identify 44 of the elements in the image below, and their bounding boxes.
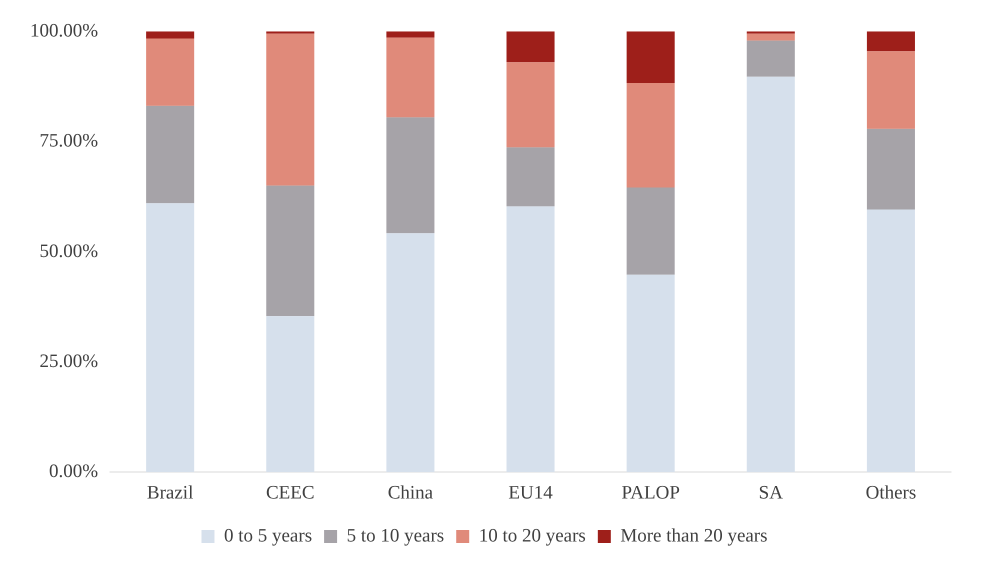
bar — [626, 274, 675, 472]
bar — [266, 316, 314, 472]
y-tick-label: 50.00% — [40, 240, 98, 262]
bar — [506, 62, 555, 148]
bar — [866, 128, 915, 210]
x-tick-label: Others — [866, 482, 916, 504]
bar — [146, 38, 194, 106]
y-tick-label: 75.00% — [40, 130, 98, 152]
bar — [626, 31, 675, 83]
bar — [146, 203, 194, 472]
x-tick-label: EU14 — [508, 482, 554, 504]
legend-label: 5 to 10 years — [346, 525, 444, 546]
bar — [866, 51, 915, 129]
bar — [266, 34, 314, 186]
bar — [866, 209, 915, 472]
legend-label: 0 to 5 years — [224, 525, 312, 546]
bar — [386, 31, 434, 38]
y-tick-label: 25.00% — [40, 350, 98, 372]
y-tick-label: 0.00% — [49, 461, 98, 482]
bar — [746, 40, 795, 77]
x-tick-label: SA — [758, 482, 784, 504]
legend-label: 10 to 20 years — [478, 525, 586, 546]
bar — [266, 186, 314, 316]
bar — [506, 206, 555, 472]
legend-label: More than 20 years — [620, 525, 768, 546]
bar — [626, 82, 675, 188]
x-tick-label: PALOP — [621, 482, 680, 504]
bar — [266, 31, 314, 34]
bar — [386, 233, 434, 472]
y-tick-label: 100.00% — [30, 20, 98, 42]
bar — [626, 187, 675, 275]
bar — [386, 38, 434, 118]
bar — [746, 31, 795, 34]
bar — [386, 117, 434, 234]
x-tick-label: Brazil — [146, 482, 194, 504]
bar — [506, 31, 555, 62]
bar — [746, 76, 795, 472]
bar — [146, 31, 194, 38]
bar — [146, 106, 194, 204]
bar — [506, 147, 555, 206]
bar — [746, 34, 795, 41]
x-tick-label: China — [388, 482, 434, 504]
x-tick-label: CEEC — [266, 482, 315, 504]
bar — [866, 31, 915, 52]
